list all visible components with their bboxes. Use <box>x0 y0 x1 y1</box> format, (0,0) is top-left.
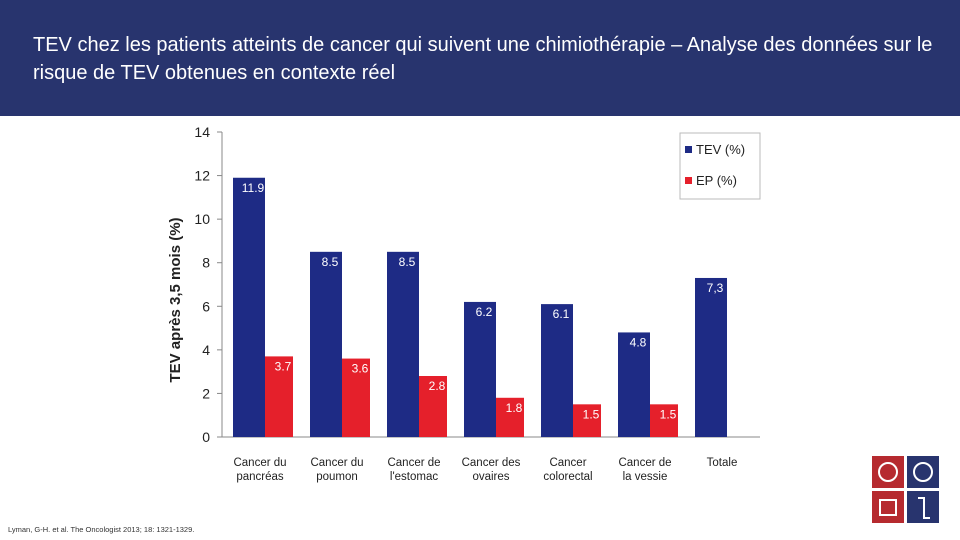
value-label: 6.2 <box>476 305 493 319</box>
bar <box>464 301 496 437</box>
value-label: 2.8 <box>429 379 446 393</box>
value-label: 1.5 <box>660 407 677 421</box>
bar <box>310 251 342 437</box>
bar <box>496 397 524 437</box>
value-label: 8.5 <box>399 255 416 269</box>
footnote: Lyman, G-H. et al. The Oncologist 2013; … <box>8 525 194 534</box>
y-axis-label: TEV après 3,5 mois (%) <box>167 217 184 382</box>
legend-label: EP (%) <box>696 173 737 188</box>
bar <box>233 177 265 437</box>
bar <box>618 332 650 437</box>
x-tick-label: Cancer colorectal <box>543 457 592 483</box>
x-tick-label: Cancer des ovaires <box>462 457 521 483</box>
y-tick-label: 12 <box>194 168 210 184</box>
legend-box <box>679 132 761 200</box>
bar <box>573 404 601 437</box>
bar <box>650 404 678 437</box>
x-tick-label: Cancer du pancréas <box>233 457 286 483</box>
legend-swatch <box>685 177 692 184</box>
icons <box>872 456 939 523</box>
y-tick-label: 0 <box>202 429 210 445</box>
bar <box>342 358 370 437</box>
y-tick-label: 4 <box>202 342 210 358</box>
header-band <box>0 0 960 116</box>
x-tick-label: Totale <box>707 457 738 469</box>
value-label: 1.5 <box>583 407 600 421</box>
value-label: 4.8 <box>630 335 647 349</box>
value-label: 11.9 <box>242 181 265 195</box>
value-label: 7,3 <box>707 281 724 295</box>
legend-label: TEV (%) <box>696 142 745 157</box>
x-tick-label: Cancer de la vessie <box>618 457 671 483</box>
y-tick-label: 2 <box>202 385 210 401</box>
chart-title: TEV chez les patients atteints de cancer… <box>33 34 933 84</box>
bar <box>695 277 727 437</box>
value-label: 6.1 <box>553 307 570 321</box>
y-tick-label: 10 <box>194 211 210 227</box>
bar <box>541 304 573 437</box>
y-tick-label: 8 <box>202 255 210 271</box>
bar <box>419 376 447 437</box>
value-label: 3.7 <box>275 359 292 373</box>
y-tick-label: 14 <box>194 124 210 140</box>
bar <box>265 356 293 437</box>
y-tick-label: 6 <box>202 298 210 314</box>
legend-swatch <box>685 146 692 153</box>
x-tick-label: Cancer du poumon <box>310 457 363 483</box>
bar <box>387 251 419 437</box>
x-tick-label: Cancer de l'estomac <box>387 457 440 483</box>
value-label: 1.8 <box>506 401 523 415</box>
value-label: 3.6 <box>352 362 369 376</box>
value-label: 8.5 <box>322 255 339 269</box>
